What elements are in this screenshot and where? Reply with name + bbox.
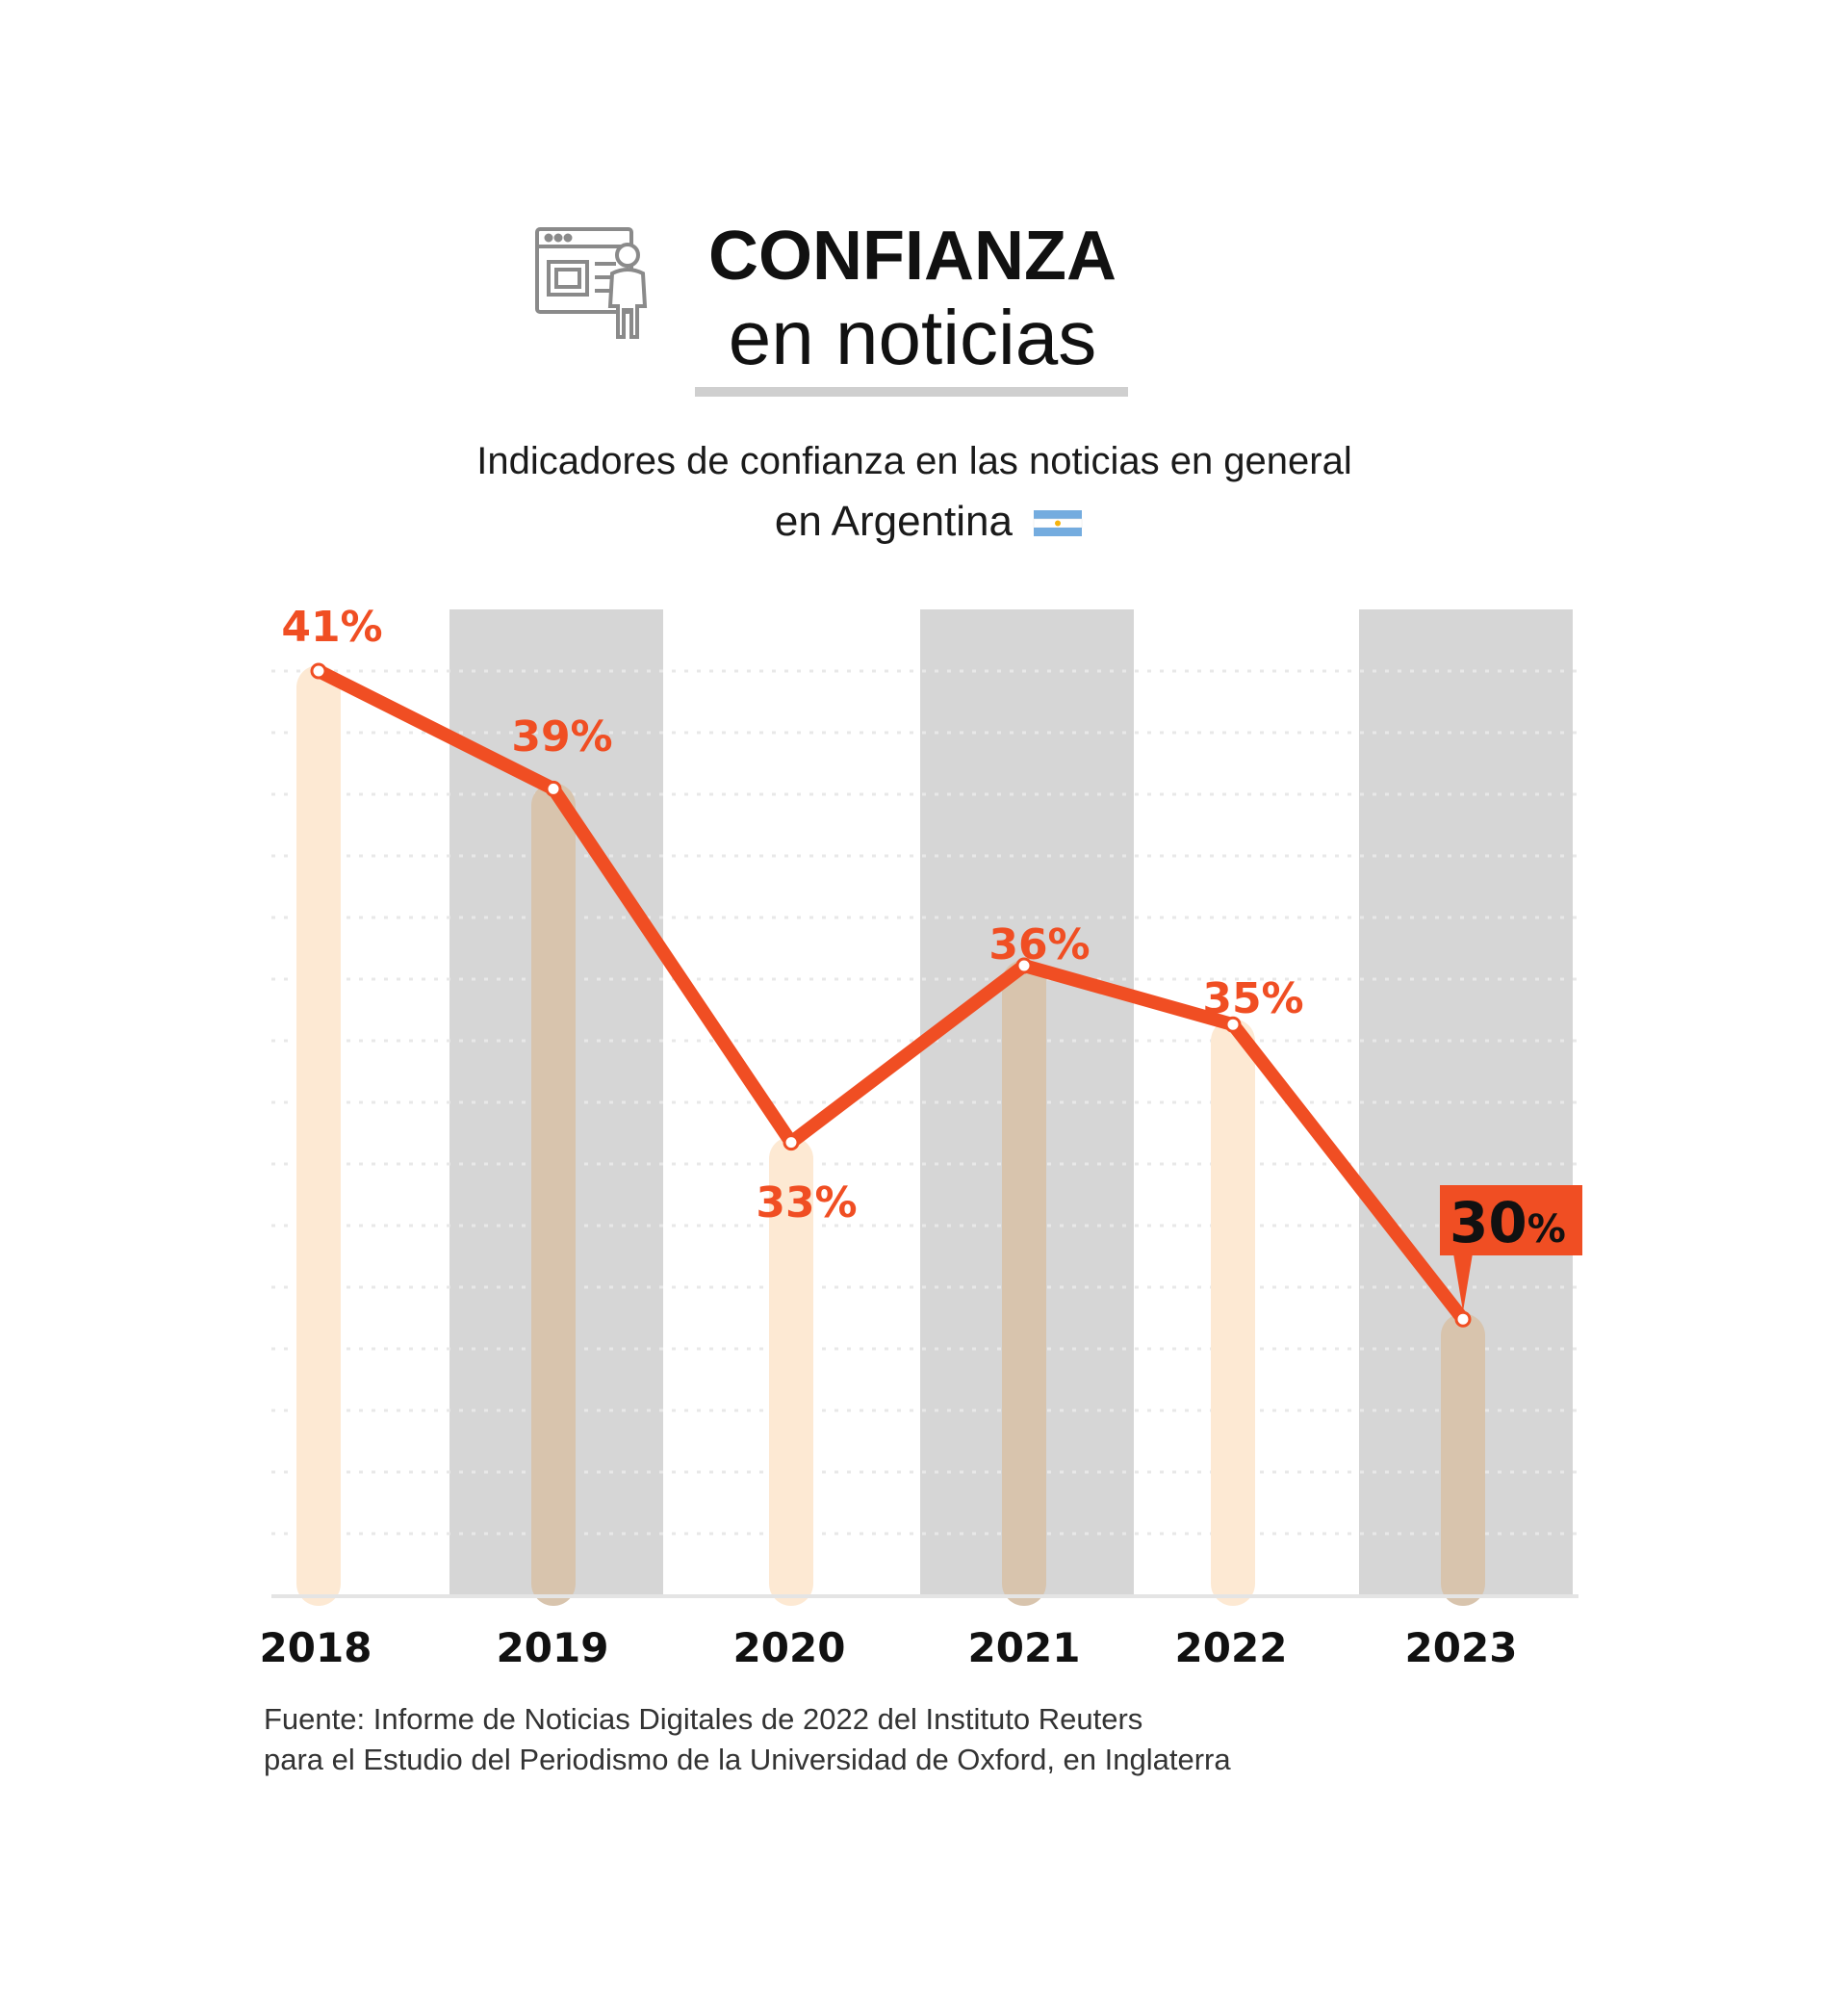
x-tick-2022: 2022 — [1175, 1624, 1288, 1671]
value-label-2021: 36% — [988, 920, 1090, 969]
point-2020 — [783, 1134, 800, 1151]
value-label-2020: 33% — [756, 1178, 857, 1228]
pill-2018 — [296, 665, 341, 1606]
highlight-label: 30% — [1450, 1190, 1566, 1255]
x-tick-2018: 2018 — [260, 1624, 372, 1671]
highlight-number: 30 — [1450, 1190, 1527, 1255]
point-2022 — [1224, 1016, 1242, 1033]
highlight-suffix: % — [1527, 1207, 1566, 1252]
point-2018 — [310, 662, 327, 680]
x-tick-2021: 2021 — [968, 1624, 1081, 1671]
value-labels: 41% 39% 33% 36% 35% 30% — [281, 603, 1582, 1312]
title-line1: CONFIANZA — [708, 218, 1116, 295]
point-2021 — [1015, 957, 1033, 974]
argentina-flag-icon — [1033, 510, 1083, 536]
subtitle-line2: en Argentina — [775, 498, 1014, 545]
pill-2022 — [1211, 1019, 1255, 1606]
value-label-2022: 35% — [1202, 974, 1303, 1023]
pill-2021 — [1002, 960, 1046, 1606]
pill-2020 — [769, 1136, 813, 1606]
x-tick-labels: 2018 2019 2020 2021 2022 2023 — [260, 1624, 1518, 1671]
pill-2019 — [531, 783, 576, 1606]
value-label-2018: 41% — [281, 603, 382, 652]
highlight-box — [1440, 1185, 1582, 1255]
series-line — [310, 662, 1472, 1328]
trust-line — [312, 664, 1470, 1327]
title-underline — [695, 387, 1128, 397]
point-2023 — [1454, 1310, 1472, 1328]
x-tick-2023: 2023 — [1405, 1624, 1518, 1671]
newspaper-presenter-icon — [535, 227, 648, 339]
x-tick-2019: 2019 — [497, 1624, 609, 1671]
title-line2: en noticias — [729, 295, 1096, 380]
value-pills — [296, 665, 1485, 1606]
highlight-pointer — [1453, 1254, 1473, 1312]
pill-2023 — [1441, 1313, 1485, 1606]
source-line2: para el Estudio del Periodismo de la Uni… — [264, 1743, 1231, 1776]
point-2019 — [545, 780, 562, 797]
source-line1: Fuente: Informe de Noticias Digitales de… — [264, 1702, 1142, 1736]
subtitle-line1: Indicadores de confianza en las noticias… — [476, 440, 1352, 482]
value-label-2019: 39% — [511, 712, 612, 762]
x-tick-2020: 2020 — [733, 1624, 846, 1671]
